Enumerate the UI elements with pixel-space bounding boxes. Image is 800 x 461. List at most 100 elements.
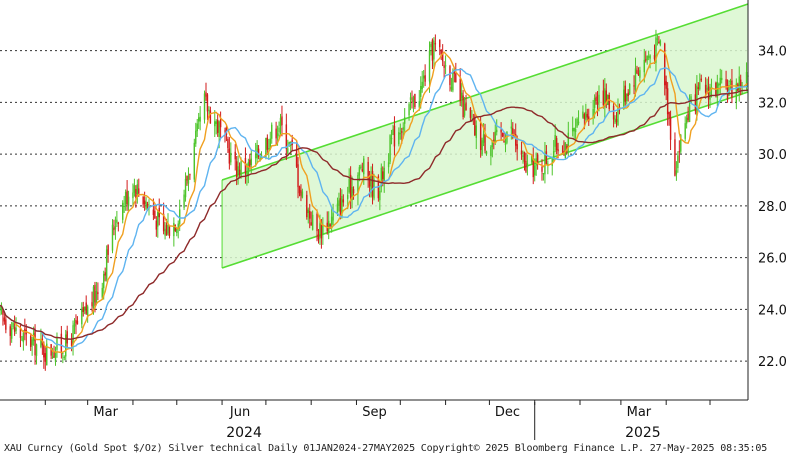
chart-footer: XAU Curncy (Gold Spot $/Oz) Silver techn…	[4, 443, 768, 454]
candle	[287, 139, 289, 157]
candle	[434, 34, 437, 52]
candle	[105, 245, 108, 282]
candle	[22, 330, 25, 351]
candle	[647, 50, 650, 61]
candle	[491, 139, 494, 158]
candle	[360, 164, 362, 170]
candle	[310, 211, 312, 226]
candle	[646, 55, 648, 65]
candle	[615, 111, 618, 128]
candle	[444, 55, 447, 75]
candle	[256, 140, 258, 163]
candle	[84, 306, 86, 315]
candle	[285, 113, 288, 161]
candle	[332, 203, 334, 226]
candle	[46, 338, 48, 366]
candle	[82, 301, 84, 317]
candle	[254, 142, 257, 167]
candle	[174, 224, 177, 233]
candle	[398, 127, 400, 147]
candle	[403, 108, 406, 134]
candle	[503, 131, 505, 143]
y-tick-label: 34.0	[758, 45, 787, 60]
candle	[73, 318, 76, 335]
candle	[624, 80, 626, 106]
candle	[465, 94, 467, 111]
candle	[247, 158, 250, 184]
candle	[9, 324, 11, 346]
candle	[114, 216, 117, 240]
candle	[608, 92, 610, 112]
candle	[628, 83, 631, 96]
candle	[268, 138, 270, 160]
candle	[720, 69, 723, 84]
candle	[193, 138, 196, 183]
candle	[62, 352, 64, 364]
candle	[228, 137, 231, 170]
candle	[380, 163, 383, 193]
candle	[424, 64, 426, 87]
candle	[330, 208, 333, 233]
candle	[669, 110, 672, 151]
candle	[409, 92, 412, 111]
candle	[186, 175, 188, 186]
x-tick-label: Dec	[495, 405, 520, 420]
candle	[370, 166, 372, 198]
candle	[352, 186, 355, 200]
candle	[65, 329, 67, 361]
candle	[206, 93, 209, 121]
candle	[66, 325, 68, 348]
candle	[75, 314, 77, 335]
axes	[0, 0, 749, 401]
candle	[307, 207, 309, 224]
candle	[694, 83, 697, 115]
x-tick-label: Sep	[362, 405, 387, 420]
candle	[214, 110, 216, 138]
candle	[577, 110, 580, 126]
candle	[571, 116, 574, 137]
candle	[678, 140, 681, 163]
candle	[547, 160, 549, 175]
candle	[408, 102, 410, 121]
candle	[317, 229, 320, 244]
candle	[126, 180, 128, 211]
candle	[441, 44, 444, 67]
candle	[154, 204, 156, 219]
candle	[623, 80, 625, 110]
candle	[738, 66, 740, 102]
candle	[311, 210, 314, 231]
candle	[197, 112, 200, 129]
candle	[86, 304, 89, 323]
candle	[13, 315, 16, 336]
x-tick-labels: Mar Jun Sep Dec Mar 2024 2025	[44, 400, 711, 441]
candle	[490, 145, 492, 166]
candle	[123, 195, 125, 214]
candle	[595, 92, 597, 105]
candle	[484, 123, 486, 154]
candle	[602, 79, 605, 109]
candle	[430, 41, 432, 56]
candle	[655, 29, 657, 72]
candle	[0, 304, 1, 316]
candle	[104, 267, 106, 282]
candle	[132, 183, 134, 207]
candle	[383, 160, 385, 193]
candle	[203, 90, 206, 124]
candle	[10, 321, 13, 343]
candle	[187, 167, 190, 192]
candle	[136, 179, 139, 204]
candle	[238, 162, 241, 178]
candle	[496, 119, 498, 136]
candle	[117, 221, 120, 232]
candle	[367, 156, 369, 188]
candle	[51, 347, 54, 359]
candle	[145, 197, 147, 211]
candle	[237, 155, 239, 185]
candle	[612, 101, 615, 128]
candle	[199, 106, 201, 131]
candle	[411, 90, 413, 109]
candle	[173, 217, 175, 247]
candle	[399, 123, 402, 140]
x-tick-label: Mar	[627, 405, 652, 420]
candle	[63, 355, 65, 361]
